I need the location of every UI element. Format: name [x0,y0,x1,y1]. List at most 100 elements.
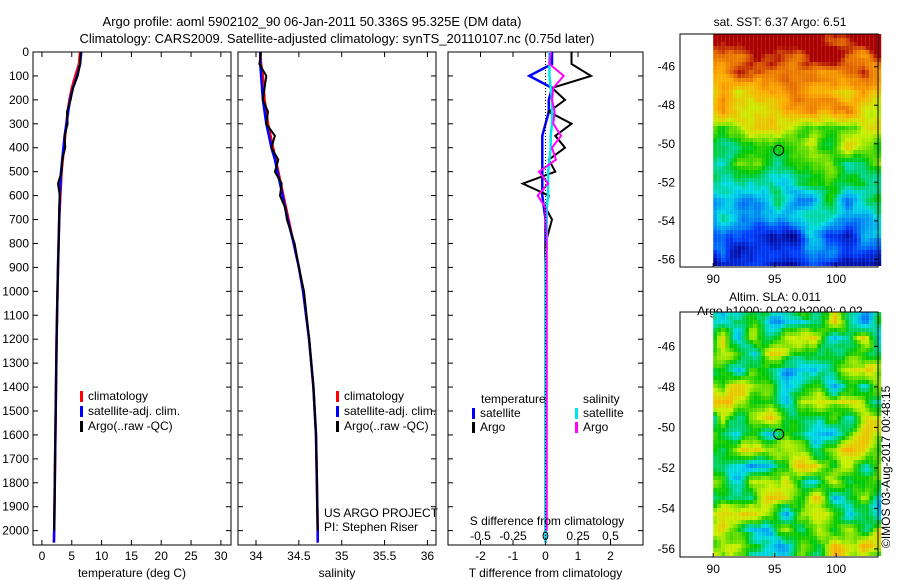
x-tick-label: 20 [155,549,169,563]
legend-swatch [575,422,578,433]
legend-swatch [336,421,339,432]
title-line1: Argo profile: aoml 5902102_90 06-Jan-201… [103,14,522,29]
lat-tick-label: -50 [658,420,676,434]
lat-tick-label: -52 [658,461,676,475]
depth-tick-label: 0 [22,45,29,59]
depth-tick-label: 700 [9,213,29,227]
lon-tick-label: 90 [707,562,721,576]
x-tick-label: 34.5 [287,549,311,563]
pi-label: PI: Stephen Riser [324,520,418,534]
salinity-frame [237,51,437,546]
legend-swatch [575,408,578,419]
depth-tick-label: 1100 [3,308,29,322]
legend-swatch [336,391,339,402]
depth-tick-label: 100 [9,69,29,83]
series-t-satellite [526,52,554,543]
series-s-argo [536,51,566,531]
credit: ©IMOS 03-Aug-2017 00:48:15 [879,385,893,548]
legend-title-temperature: temperature [481,392,546,406]
s-diff-label: S difference from climatology [470,514,625,528]
depth-tick-label: 200 [9,93,29,107]
depth-tick-label: 800 [9,236,29,250]
depth-tick-label: 2000 [2,524,29,538]
s-tick-label: 0.5 [602,529,619,543]
lon-tick-label: 95 [768,272,782,286]
x-tick-label: 36 [421,549,435,563]
legend-label: Argo [480,420,506,434]
legend-label: Argo [583,420,609,434]
x-tick-label: 15 [125,549,139,563]
depth-tick-label: 900 [9,260,29,274]
legend-label: Argo(..raw -QC) [344,419,429,433]
s-tick-label: -0.5 [470,529,491,543]
legend-swatch [336,406,339,417]
difference-xlabel: T difference from climatology [469,566,623,580]
x-tick-label: -2 [475,549,486,563]
s-tick-label: 0.25 [566,529,590,543]
series-t-argo [520,52,594,531]
depth-tick-label: 1900 [2,500,29,514]
argo-position-marker [773,428,785,440]
lat-tick-label: -48 [658,98,676,112]
series-climatology [259,51,319,543]
x-tick-label: 5 [68,549,75,563]
lat-tick-label: -46 [658,339,676,353]
legend-swatch [472,422,475,433]
lat-tick-label: -56 [658,542,676,556]
legend-label: satellite-adj. clim. [88,404,180,418]
x-tick-label: 34 [249,549,263,563]
legend-label: satellite [480,406,521,420]
legend-label: climatology [88,389,148,403]
lat-tick-label: -54 [658,501,676,515]
depth-tick-label: 300 [9,117,29,131]
title-line2: Climatology: CARS2009. Satellite-adjuste… [80,31,595,46]
depth-tick-label: 600 [9,189,29,203]
lat-tick-label: -56 [658,252,676,266]
legend-swatch [472,408,475,419]
lon-tick-label: 95 [768,562,782,576]
lat-tick-label: -54 [658,214,676,228]
s-tick-label: -0.25 [499,529,527,543]
lat-tick-label: -52 [658,175,676,189]
salinity-xlabel: salinity [319,566,356,580]
sst-map-frame [679,33,879,268]
project-label: US ARGO PROJECT [324,506,439,520]
depth-tick-label: 1500 [2,404,29,418]
depth-tick-label: 1700 [2,452,29,466]
x-tick-label: 2 [607,549,614,563]
legend-label: Argo(..raw -QC) [88,419,173,433]
series-argo-raw-qc- [258,51,319,531]
argo-position-marker [773,144,785,156]
sst-map-title: sat. SST: 6.37 Argo: 6.51 [714,15,847,29]
legend-swatch [80,406,83,417]
temperature-xlabel: temperature (deg C) [78,566,186,580]
lat-tick-label: -46 [658,60,676,74]
depth-tick-label: 1200 [2,332,29,346]
series-argo-raw-qc- [53,51,82,531]
legend-label: satellite [583,406,624,420]
lat-tick-label: -50 [658,137,676,151]
legend-swatch [80,421,83,432]
lon-tick-label: 90 [707,272,721,286]
depth-tick-label: 1600 [2,428,29,442]
depth-tick-label: 1300 [2,356,29,370]
depth-tick-label: 1000 [2,284,29,298]
x-tick-label: 10 [95,549,109,563]
x-tick-label: 35.5 [373,549,397,563]
x-tick-label: 30 [214,549,228,563]
sst-map-cells [713,34,882,266]
sla-map-frame [679,311,879,558]
legend-title-salinity: salinity [583,392,620,406]
x-tick-label: 35 [335,549,349,563]
temperature-frame [32,51,232,546]
depth-tick-label: 1400 [2,380,29,394]
depth-tick-label: 500 [9,165,29,179]
lon-tick-label: 100 [826,272,846,286]
x-tick-label: 0 [39,549,46,563]
depth-tick-label: 400 [9,141,29,155]
x-tick-label: 25 [184,549,198,563]
lon-tick-label: 100 [826,562,846,576]
sla-map-title1: Altim. SLA: 0.011 [729,290,821,304]
